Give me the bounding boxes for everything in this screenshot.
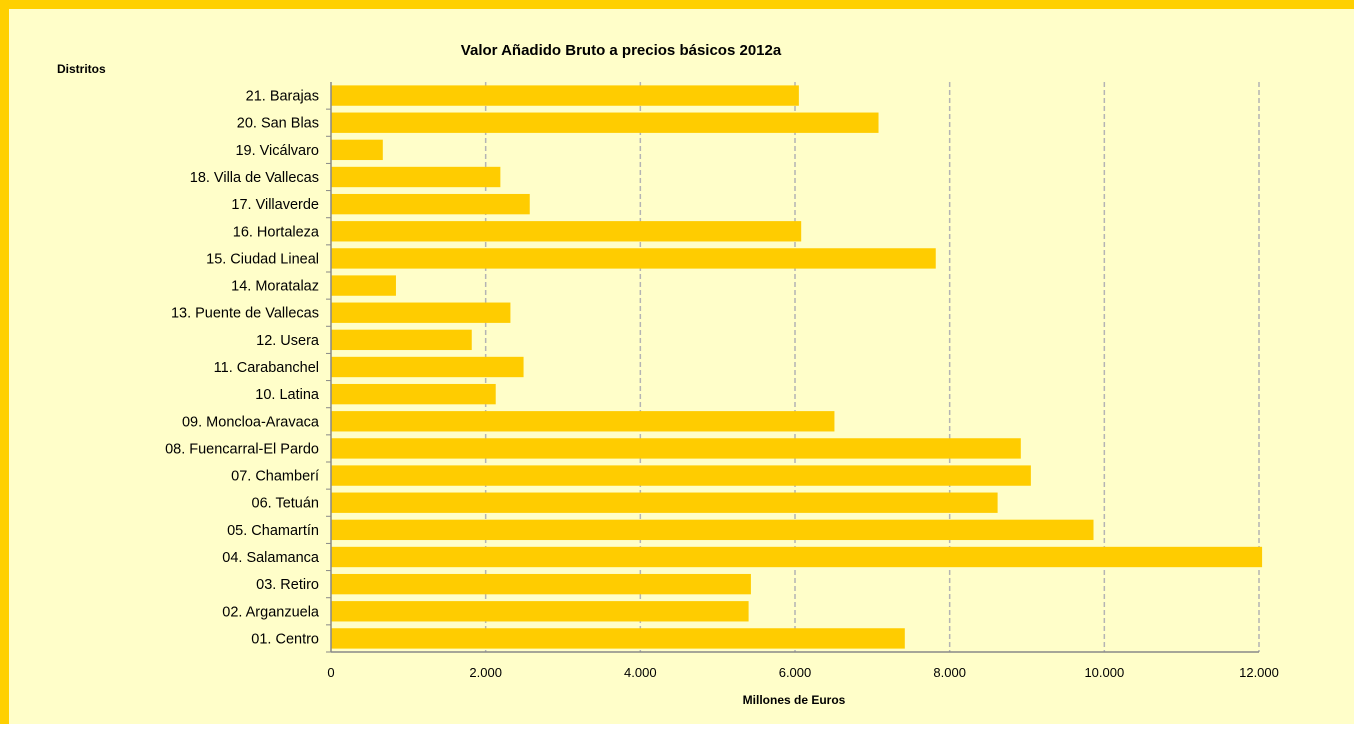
bar xyxy=(331,519,1094,541)
category-label: 11. Carabanchel xyxy=(214,360,319,376)
bar xyxy=(331,383,496,405)
bar xyxy=(331,601,749,622)
bar xyxy=(331,356,524,378)
category-label: 13. Puente de Vallecas xyxy=(171,306,319,322)
bar xyxy=(331,411,835,432)
axes xyxy=(326,82,1259,653)
bar xyxy=(331,166,501,188)
category-label: 17. Villaverde xyxy=(231,197,319,213)
category-label: 14. Moratalaz xyxy=(231,279,319,295)
x-tick-label: 12.000 xyxy=(1239,665,1279,680)
category-label: 16. Hortaleza xyxy=(233,224,320,240)
category-label: 08. Fuencarral-El Pardo xyxy=(165,441,319,457)
chart-title: Valor Añadido Bruto a precios básicos 20… xyxy=(461,42,782,59)
bar xyxy=(331,85,799,106)
bar-chart: Valor Añadido Bruto a precios básicos 20… xyxy=(57,42,1279,707)
category-label: 07. Chamberí xyxy=(231,469,319,485)
category-labels: 01. Centro 02. Arganzuela 03. Retiro 04. Sa… xyxy=(165,89,320,648)
bar xyxy=(331,628,905,649)
bar xyxy=(331,248,936,269)
bar xyxy=(331,139,383,161)
x-axis-title: Millones de Euros xyxy=(743,693,846,707)
bar xyxy=(331,275,396,296)
x-tick-label: 0 xyxy=(327,665,334,680)
bar xyxy=(331,573,751,595)
bar xyxy=(331,492,998,513)
bar xyxy=(331,112,879,133)
bar xyxy=(331,302,511,323)
x-tick-label: 8.000 xyxy=(933,665,966,680)
bar xyxy=(331,465,1031,486)
bar xyxy=(331,221,802,242)
category-label: 15. Ciudad Lineal xyxy=(206,251,319,267)
bar xyxy=(331,438,1021,459)
category-label: 02. Arganzuela xyxy=(222,604,320,620)
category-label: 21. Barajas xyxy=(246,89,319,105)
category-label: 06. Tetuán xyxy=(252,496,319,512)
bar xyxy=(331,193,530,215)
bar xyxy=(331,546,1263,568)
category-label: 12. Usera xyxy=(256,333,320,349)
y-axis-title: Distritos xyxy=(57,62,106,76)
tick-labels: 0 2.000 4.000 6.000 8.000 10.000 12.000 xyxy=(327,665,1279,680)
category-label: 20. San Blas xyxy=(237,116,319,132)
category-label: 10. Latina xyxy=(255,387,320,403)
category-label: 19. Vicálvaro xyxy=(235,143,319,159)
x-tick-label: 4.000 xyxy=(624,665,657,680)
category-label: 18. Villa de Vallecas xyxy=(190,170,319,186)
bar xyxy=(331,329,472,351)
category-label: 03. Retiro xyxy=(256,577,319,593)
bars xyxy=(331,85,1263,649)
category-label: 05. Chamartín xyxy=(227,523,319,539)
category-label: 09. Moncloa-Aravaca xyxy=(182,414,320,430)
x-tick-label: 2.000 xyxy=(469,665,502,680)
category-label: 04. Salamanca xyxy=(222,550,320,566)
category-label: 01. Centro xyxy=(251,631,319,647)
x-tick-label: 6.000 xyxy=(779,665,812,680)
x-tick-label: 10.000 xyxy=(1084,665,1124,680)
